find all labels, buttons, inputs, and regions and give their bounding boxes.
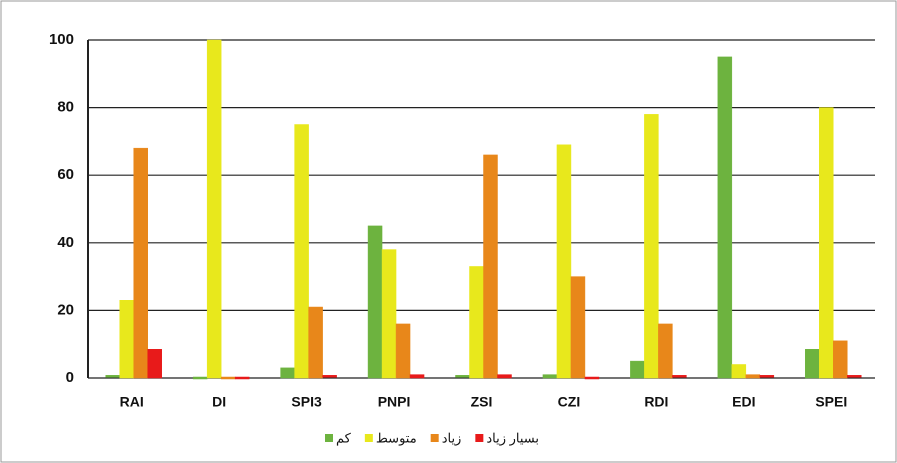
legend-label: کم	[336, 430, 352, 446]
x-tick-label: EDI	[732, 394, 755, 410]
legend-swatch	[430, 434, 439, 442]
bar	[147, 349, 162, 379]
bar	[833, 340, 848, 379]
bar	[483, 154, 498, 379]
bar	[570, 276, 586, 379]
bar	[294, 124, 309, 379]
legend: کم متوسط زیاد بسیار زیاد	[325, 430, 539, 446]
bar	[280, 367, 295, 379]
bar	[542, 374, 558, 379]
bar	[672, 375, 687, 378]
bar	[745, 374, 761, 379]
x-tick-label: ZSI	[471, 394, 493, 410]
bar	[322, 375, 337, 378]
bar	[731, 364, 747, 379]
bar	[717, 56, 733, 379]
bar	[556, 144, 572, 379]
bar	[630, 360, 645, 379]
x-tick-label: RAI	[120, 394, 144, 410]
bar	[192, 376, 208, 380]
bar	[759, 375, 775, 378]
bar	[381, 249, 397, 379]
x-tick-label: CZI	[558, 394, 581, 410]
bar	[119, 300, 134, 379]
bar	[234, 376, 250, 380]
y-tick-label: 20	[57, 301, 74, 318]
legend-label: زیاد	[442, 430, 462, 446]
bar	[469, 266, 484, 379]
y-tick-label: 60	[57, 166, 74, 183]
bar	[805, 349, 820, 379]
x-tick-label: SPI3	[291, 394, 322, 410]
bar	[658, 323, 673, 379]
bar	[220, 376, 236, 380]
x-tick-label: SPEI	[815, 394, 847, 410]
bar	[644, 114, 659, 379]
y-tick-label: 0	[66, 369, 74, 386]
bar	[133, 147, 148, 379]
legend-swatch	[364, 434, 373, 442]
bar	[819, 107, 834, 379]
bar	[847, 375, 862, 378]
legend-swatch	[475, 434, 484, 442]
y-tick-label: 80	[57, 99, 74, 116]
legend-label: متوسط	[376, 430, 417, 446]
bar	[367, 225, 383, 379]
bar	[395, 323, 411, 379]
x-tick-label: DI	[212, 394, 226, 410]
bar	[308, 306, 323, 379]
bar	[455, 375, 470, 378]
legend-swatch	[325, 434, 333, 442]
bar	[409, 374, 425, 379]
bar	[206, 39, 222, 379]
y-tick-label: 40	[57, 234, 74, 251]
x-tick-label: PNPI	[378, 394, 411, 410]
x-tick-label: RDI	[644, 394, 668, 410]
legend-label: بسیار زیاد	[486, 430, 539, 446]
bar	[584, 376, 600, 380]
bar	[105, 375, 120, 378]
y-tick-label: 100	[49, 31, 74, 48]
bar	[497, 374, 512, 379]
